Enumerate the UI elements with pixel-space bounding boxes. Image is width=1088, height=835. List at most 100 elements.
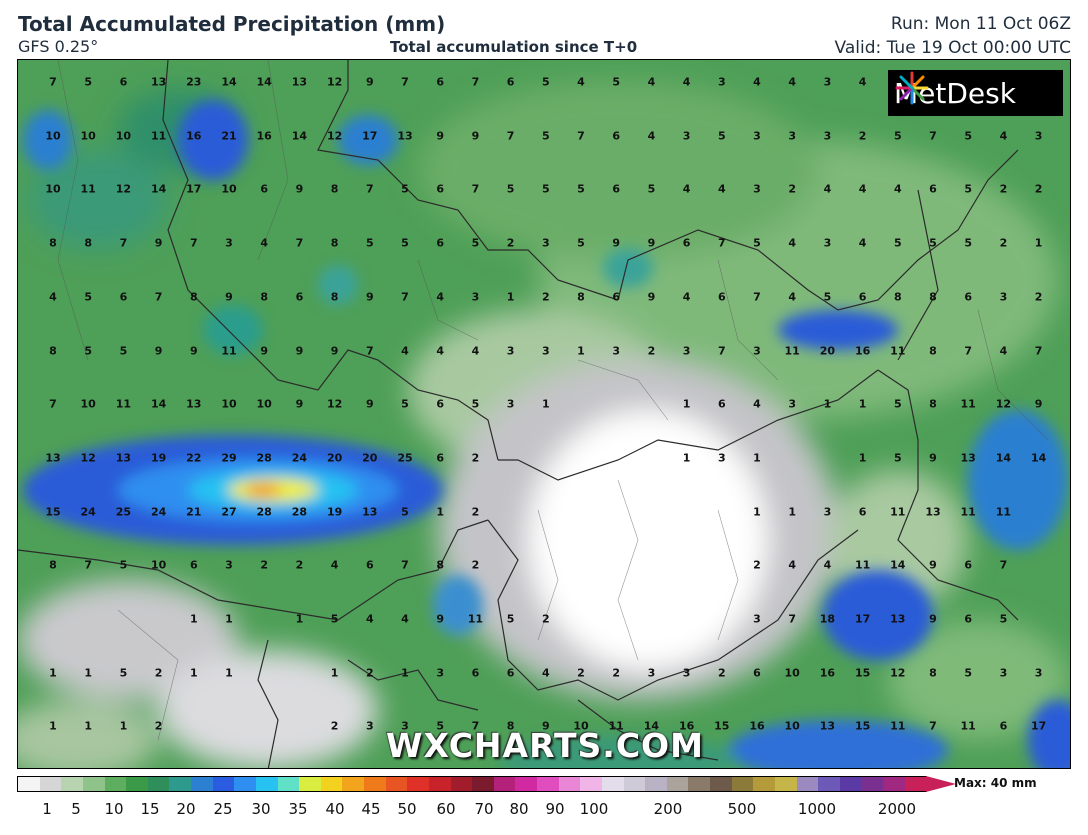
precip-value: 5 [893,451,902,465]
precip-value: 5 [541,75,550,89]
precip-value: 4 [788,558,797,572]
precip-value: 5 [506,612,515,626]
precip-value: 12 [80,451,96,465]
precip-value: 17 [1030,719,1047,733]
precip-value: 5 [823,290,832,304]
precip-value: 2 [541,612,550,626]
precip-value: 5 [84,290,93,304]
precip-value: 9 [929,612,937,626]
precipitation-map[interactable]: 7 5 6 13 23 14 14 13 12 9 7 6 7 6 5 4 5 4 4 3 4 4 3 4 10 10 10 11 16… [17,59,1071,769]
precip-value: 2 [330,719,339,733]
precip-value: 11 [115,397,132,411]
color-scale-swatch [320,777,343,791]
color-scale-swatch [61,777,83,791]
precip-value: 3 [225,236,233,250]
precip-value: 2 [647,344,656,357]
valid-time: Valid: Tue 19 Oct 00:00 UTC [834,38,1071,58]
color-scale-swatch [472,777,494,791]
color-scale-swatch [450,777,473,791]
precip-value: 11 [960,505,976,519]
precip-value: 7 [717,236,726,250]
precip-value: 8 [577,290,585,304]
color-scale-swatch [428,777,451,791]
precip-value: 11 [960,719,976,733]
precip-value: 3 [823,75,832,89]
precip-value: 15 [714,719,730,733]
precip-value: 17 [186,182,202,196]
precip-value: 5 [119,344,128,357]
precip-value: 1 [189,666,198,680]
precip-value: 6 [189,558,198,572]
precip-value: 11 [854,558,871,572]
precip-value: 1 [541,397,550,411]
precip-value: 21 [186,505,202,519]
precip-value: 3 [999,290,1008,304]
precip-value: 9 [260,344,269,357]
precip-value: 3 [823,236,832,250]
color-scale-swatch [342,777,364,791]
precip-value: 5 [929,236,937,250]
precip-value: 22 [186,451,202,465]
precip-value: 5 [893,397,902,411]
precip-value: 11 [467,612,484,626]
precip-value: 10 [45,129,61,143]
chart-title: Total Accumulated Precipitation (mm) [18,12,446,36]
precip-value: 12 [995,397,1012,411]
precip-value: 6 [506,666,515,680]
precip-value: 10 [80,397,96,411]
precip-value: 3 [753,612,761,626]
precip-value: 7 [788,612,797,626]
precip-value: 7 [929,719,937,733]
color-scale-tick: 60 [436,800,456,818]
precip-value: 12 [115,182,132,196]
precip-value: 3 [823,129,832,143]
color-scale-tick: 1000 [797,800,837,818]
precip-value: 5 [119,558,128,572]
precip-value: 5 [119,666,128,680]
precip-value: 3 [717,451,726,465]
precip-value: 28 [256,505,272,519]
precip-value: 9 [647,290,656,304]
precip-value: 2 [858,129,867,143]
precip-value: 3 [541,344,550,357]
logo-text: MetDesk [894,76,1016,110]
precip-value: 5 [964,236,973,250]
precip-value: 13 [925,505,941,519]
precip-value: 8 [436,558,445,572]
precip-value: 11 [890,344,906,357]
color-scale-swatch [385,777,408,791]
precip-value: 4 [858,75,867,89]
precip-value: 11 [221,344,237,357]
precip-value: 7 [471,182,480,196]
precip-value: 6 [365,558,374,572]
precip-value: 6 [260,182,269,196]
precip-value: 10 [221,182,237,196]
color-scale-swatch [645,777,667,791]
precip-value: 4 [577,75,585,89]
map-field [18,60,1070,768]
region-borders [57,60,1049,741]
color-scale-swatch [601,777,624,791]
precip-value: 5 [541,129,550,143]
precip-value: 5 [401,397,409,411]
precip-value: 9 [1034,397,1043,411]
precip-value: 24 [150,505,167,519]
precip-value: 3 [788,129,797,143]
precip-value: 1 [753,505,761,519]
color-scale-swatch [493,777,516,791]
precip-value: 3 [1034,129,1043,143]
precip-value: 3 [541,236,550,250]
precip-value: 3 [753,182,761,196]
precip-value: 3 [365,719,374,733]
precip-value: 8 [330,236,339,250]
precip-value: 6 [999,719,1008,733]
precip-value: 9 [295,182,304,196]
precip-value: 4 [647,129,656,143]
precip-value: 10 [150,558,167,572]
color-scale-tick: 40 [325,800,345,818]
precip-value: 8 [330,182,339,196]
precip-value: 1 [577,344,585,357]
color-scale-swatch [839,777,862,791]
color-scale-tick: 100 [579,800,609,818]
precip-value: 7 [506,129,515,143]
